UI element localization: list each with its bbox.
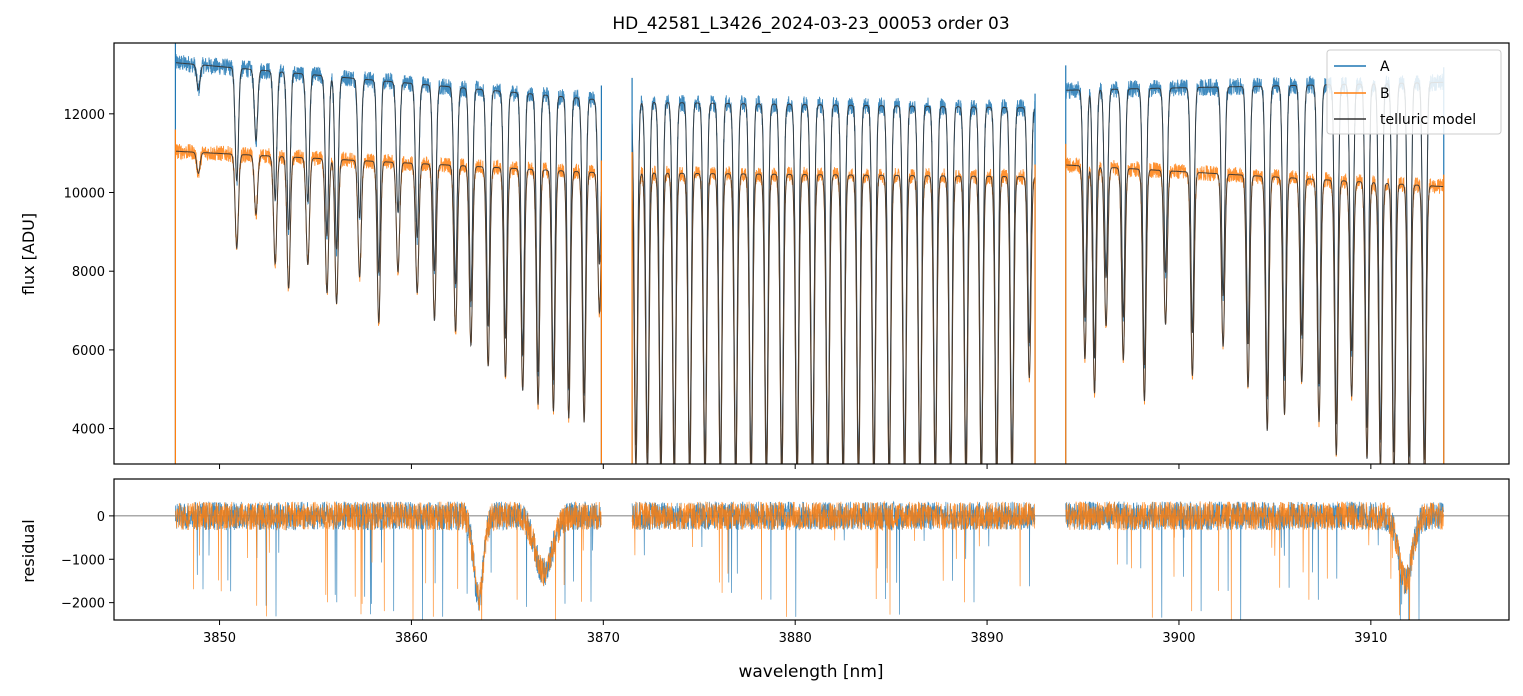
residual-y-tick-label: −1000 — [61, 553, 105, 568]
residual-y-tick-label: −2000 — [61, 597, 105, 612]
residual-axes-frame — [113, 478, 1510, 621]
residual-plot-area — [114, 500, 1509, 620]
legend: A B telluric model — [1326, 49, 1502, 135]
x-axis-label: wavelength [nm] — [738, 662, 883, 682]
series-a-line — [174, 54, 602, 396]
x-tick-label: 3890 — [971, 631, 1004, 646]
flux-y-tick-label: 10000 — [64, 187, 105, 202]
residual-b-line — [631, 500, 1036, 617]
residual-b-line — [175, 501, 602, 620]
x-tick-label: 3910 — [1354, 631, 1387, 646]
residual-y-tick-label: 0 — [97, 510, 105, 525]
flux-y-axis: 4000 6000 8000 10000 12000 — [64, 108, 114, 438]
x-tick-label: 3880 — [779, 631, 812, 646]
x-tick-label: 3870 — [587, 631, 620, 646]
flux-y-tick-label: 6000 — [72, 344, 105, 359]
chart-title: HD_42581_L3426_2024-03-23_00053 order 03 — [612, 14, 1009, 34]
flux-y-axis-label: flux [ADU] — [19, 213, 38, 295]
x-tick-label: 3900 — [1162, 631, 1195, 646]
legend-label-a: A — [1380, 59, 1390, 75]
flux-axes-frame — [113, 42, 1510, 465]
flux-y-tick-label: 8000 — [72, 265, 105, 280]
telluric-model-line — [1065, 81, 1444, 460]
telluric-model-line — [1065, 164, 1444, 464]
flux-y-tick-label: 4000 — [72, 423, 105, 438]
residual-b-line — [1065, 501, 1444, 620]
telluric-model-line — [175, 150, 602, 423]
legend-frame — [1326, 49, 1502, 135]
x-tick-label: 3860 — [395, 631, 428, 646]
telluric-model-line — [631, 172, 1036, 464]
legend-label-b: B — [1380, 86, 1390, 102]
flux-y-tick-label: 12000 — [64, 108, 105, 123]
flux-x-axis — [219, 464, 1372, 469]
residual-y-axis: 0 −1000 −2000 — [61, 510, 114, 612]
telluric-model-line — [175, 62, 602, 394]
residual-y-axis-label: residual — [19, 519, 38, 582]
x-tick-label: 3850 — [203, 631, 236, 646]
residual-x-axis: 3850 3860 3870 3880 3890 3900 3910 — [203, 620, 1387, 646]
legend-label-telluric: telluric model — [1380, 112, 1476, 128]
